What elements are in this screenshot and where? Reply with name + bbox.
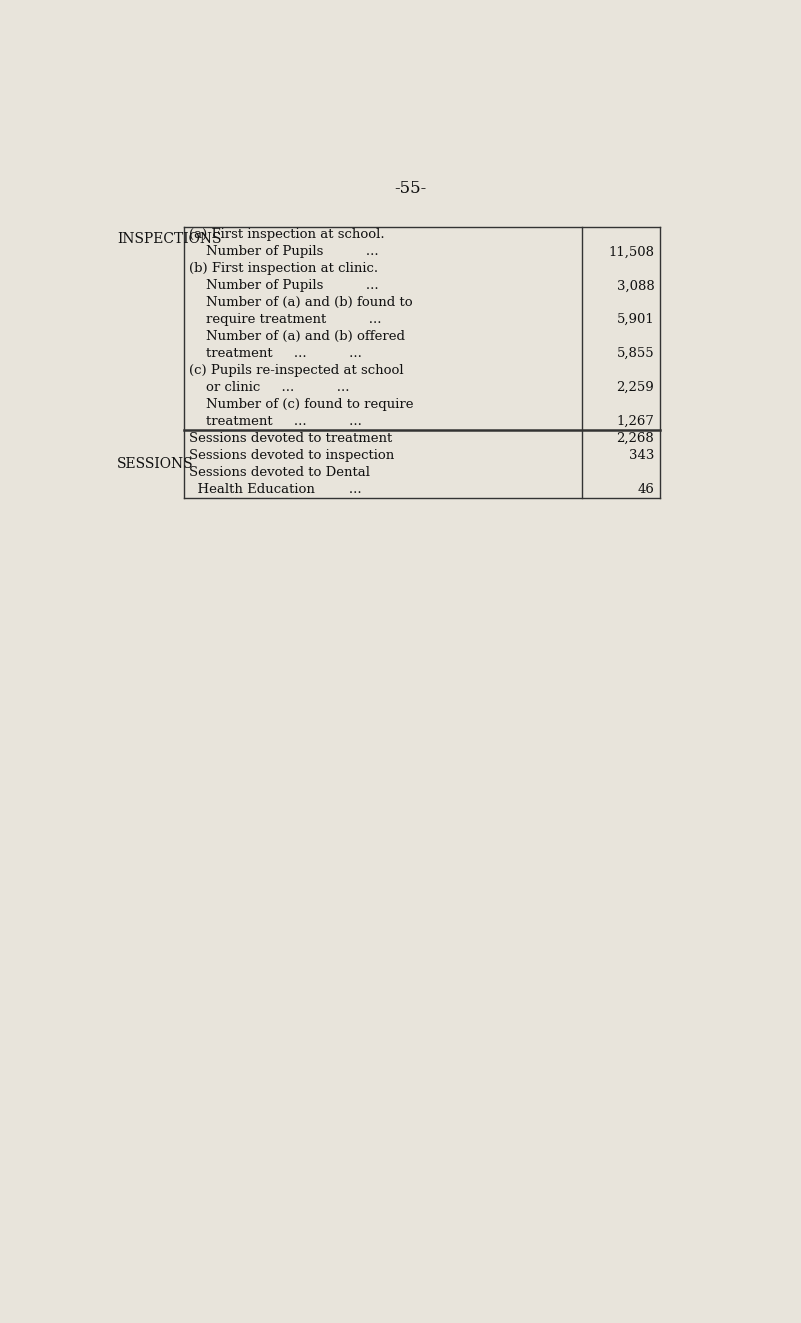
Text: Health Education        ...: Health Education ...: [189, 483, 362, 496]
Text: 11,508: 11,508: [608, 246, 654, 258]
Text: Number of Pupils          ...: Number of Pupils ...: [189, 246, 379, 258]
Text: Sessions devoted to treatment: Sessions devoted to treatment: [189, 431, 392, 445]
Text: Number of (c) found to require: Number of (c) found to require: [189, 398, 414, 411]
Text: 2,268: 2,268: [617, 431, 654, 445]
Text: Sessions devoted to Dental: Sessions devoted to Dental: [189, 466, 370, 479]
Text: or clinic     ...          ...: or clinic ... ...: [189, 381, 350, 394]
Text: 2,259: 2,259: [617, 381, 654, 394]
Text: (b) First inspection at clinic.: (b) First inspection at clinic.: [189, 262, 378, 275]
Text: treatment     ...          ...: treatment ... ...: [189, 415, 362, 427]
Text: treatment     ...          ...: treatment ... ...: [189, 347, 362, 360]
Text: -55-: -55-: [394, 180, 427, 197]
Text: INSPECTIONS: INSPECTIONS: [117, 232, 222, 246]
Text: 1,267: 1,267: [617, 415, 654, 427]
Text: Sessions devoted to inspection: Sessions devoted to inspection: [189, 448, 395, 462]
Text: require treatment          ...: require treatment ...: [189, 314, 382, 327]
Text: 5,855: 5,855: [617, 347, 654, 360]
Text: (a) First inspection at school.: (a) First inspection at school.: [189, 229, 384, 242]
Text: 3,088: 3,088: [617, 279, 654, 292]
Text: 343: 343: [629, 448, 654, 462]
Text: Number of Pupils          ...: Number of Pupils ...: [189, 279, 379, 292]
Text: (c) Pupils re-inspected at school: (c) Pupils re-inspected at school: [189, 364, 404, 377]
Text: 5,901: 5,901: [617, 314, 654, 327]
Text: Number of (a) and (b) offered: Number of (a) and (b) offered: [189, 331, 405, 343]
Text: SESSIONS: SESSIONS: [117, 456, 194, 471]
Text: Number of (a) and (b) found to: Number of (a) and (b) found to: [189, 296, 413, 310]
Text: 46: 46: [638, 483, 654, 496]
